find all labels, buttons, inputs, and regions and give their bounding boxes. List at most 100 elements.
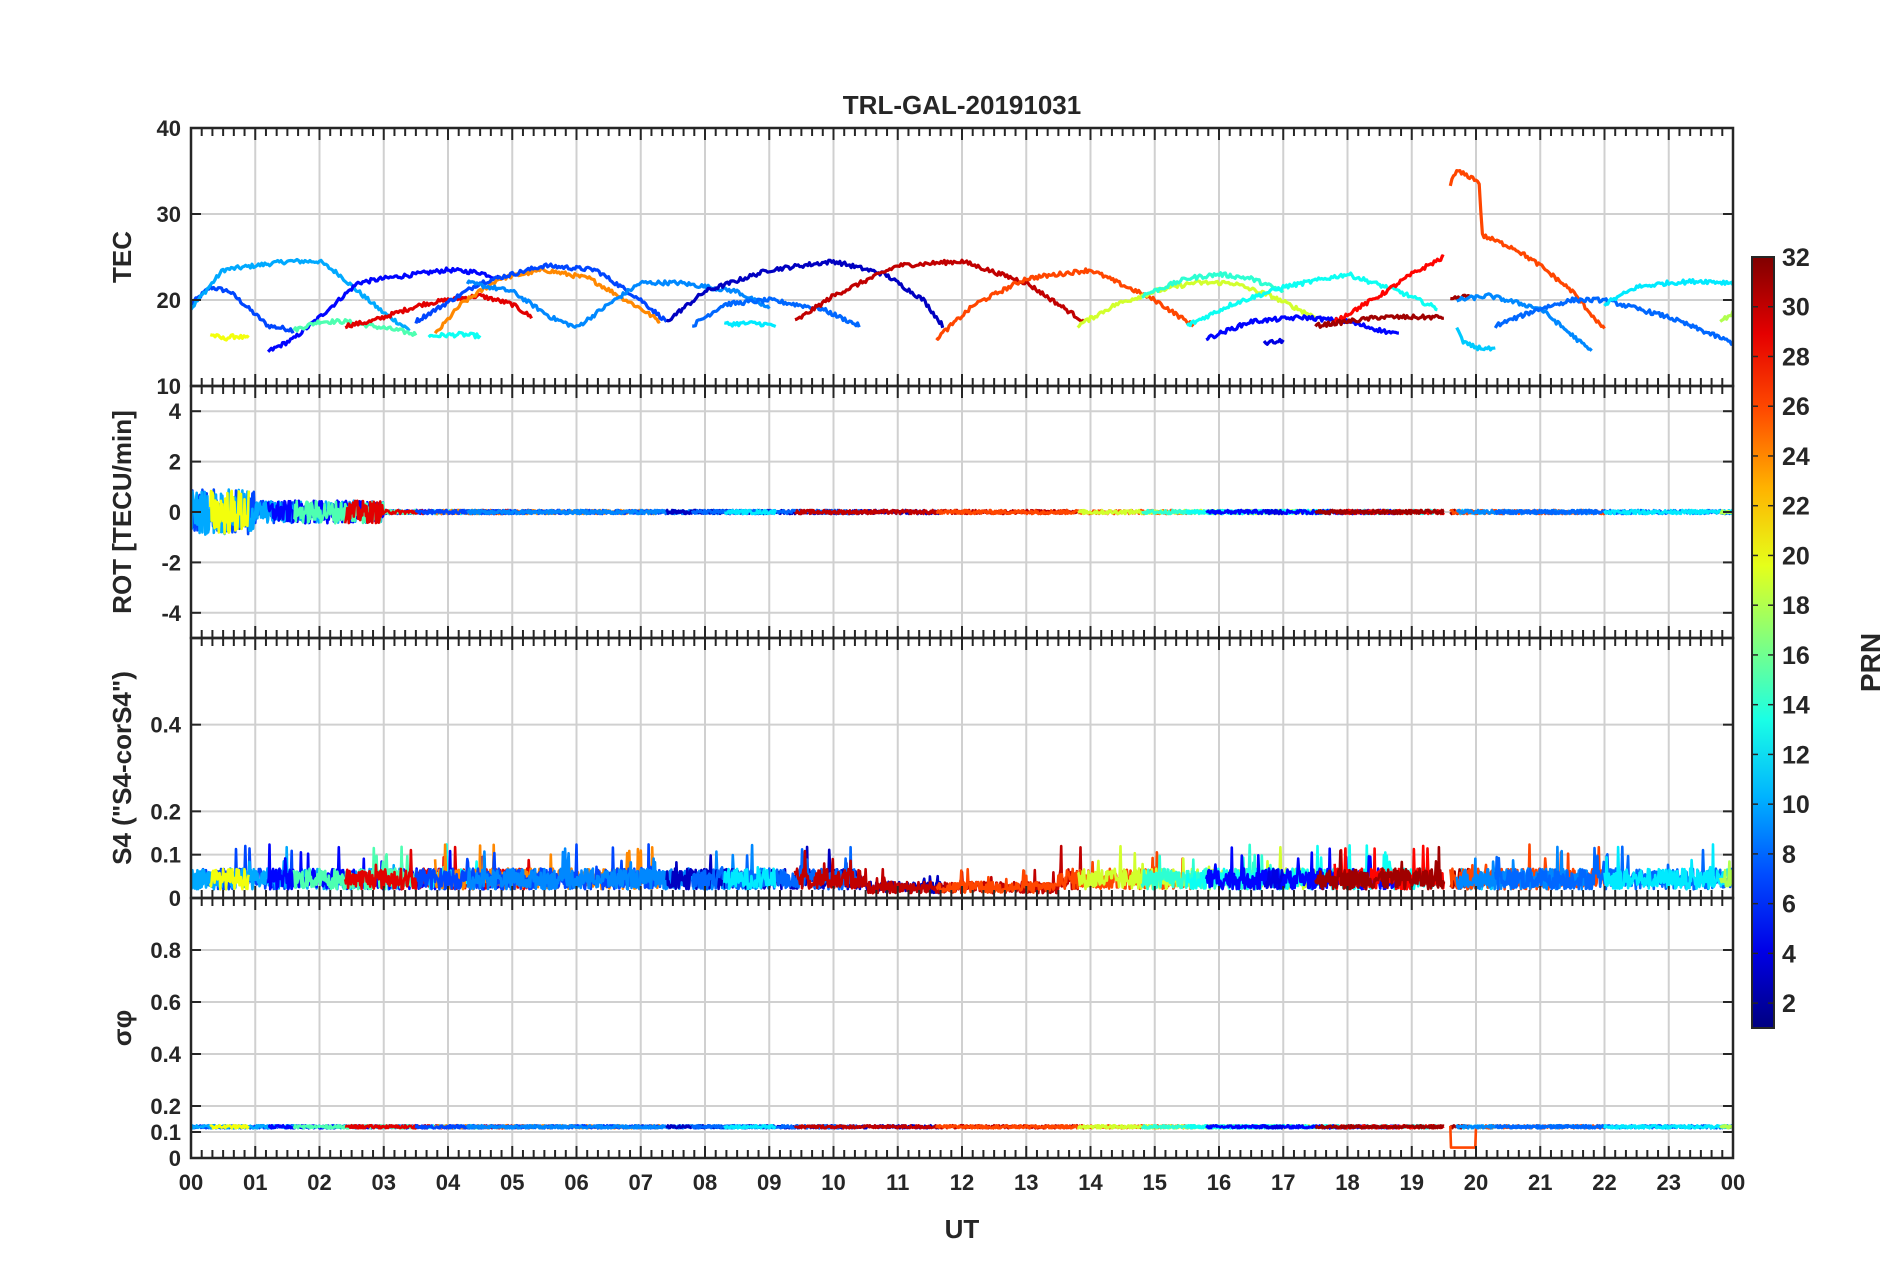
tick-label-x: 07 <box>629 1170 653 1195</box>
tick-label-x: 12 <box>950 1170 974 1195</box>
tick-label-x: 16 <box>1207 1170 1231 1195</box>
tec-series-prn-8 <box>692 296 861 328</box>
colorbar-tick-label: 24 <box>1782 443 1810 471</box>
panel-rot: -4 -2 0 2 4 ROT [TECU/min] <box>107 384 1735 640</box>
data-s4 <box>191 843 1733 895</box>
tec-series-prn-26 <box>935 267 1195 341</box>
tick-label-x: 00 <box>1721 1170 1745 1195</box>
tec-series-prn-30 <box>794 258 1086 323</box>
colorbar-tick-label: 32 <box>1782 244 1810 272</box>
sigma_phi-series-prn-4 <box>1263 1124 1285 1130</box>
ticks-s4 <box>190 638 1734 899</box>
tick-label-y: 0.6 <box>150 990 181 1015</box>
colorbar-gradient <box>1751 256 1775 1029</box>
tick-label-y: 0.1 <box>150 1120 181 1145</box>
colorbar-tick-label: 4 <box>1782 940 1796 968</box>
panel-s4: 0 0.1 0.2 0.4 S4 ("S4-corS4") <box>107 636 1735 911</box>
tec-series-prn-19 <box>1076 279 1316 329</box>
tick-label-y: 0 <box>169 1146 181 1171</box>
tec-series-prn-18 <box>1719 310 1733 323</box>
tec-series-prn-20 <box>209 333 250 342</box>
tick-label-x: 03 <box>372 1170 396 1195</box>
colorbar-tick-label: 20 <box>1782 542 1810 570</box>
chart-title: TRL-GAL-20191031 <box>843 90 1081 120</box>
tec-series-prn-14 <box>1141 271 1285 299</box>
tick-label-x: 14 <box>1078 1170 1103 1195</box>
x-axis-label: UT <box>945 1214 980 1244</box>
colorbar-tick-label: 10 <box>1782 791 1810 819</box>
tick-label-x: 06 <box>564 1170 588 1195</box>
sigma_phi-series-prn-12 <box>723 1124 777 1130</box>
colorbar-tick-label: 8 <box>1782 841 1796 869</box>
s4-series-prn-18 <box>1718 860 1733 888</box>
panel-tec: 10 20 30 40 TEC <box>107 116 1735 399</box>
rot-series-prn-12 <box>1603 508 1733 516</box>
colorbar-tick-label: 14 <box>1782 692 1810 720</box>
tick-label-x: 17 <box>1271 1170 1295 1195</box>
y-axis-label-s4: S4 ("S4-corS4") <box>107 671 137 865</box>
y-axis-label-sigma_phi: σφ <box>107 1010 137 1046</box>
tec-series-prn-10 <box>191 257 411 332</box>
panel-sigma_phi: 00.10.2 0.4 0.6 0.8 σφ 00 01 02 03 04 05 06 07 08 09 10… <box>107 896 1745 1195</box>
data-sigma_phi <box>191 1123 1733 1149</box>
tick-label-x: 02 <box>307 1170 331 1195</box>
ticks-sigma_phi <box>190 898 1734 1159</box>
y-axis-label-tec: TEC <box>107 231 137 283</box>
tick-label-x: 11 <box>886 1170 909 1195</box>
rot-series-prn-20 <box>209 489 251 535</box>
tick-label-x: 19 <box>1400 1170 1424 1195</box>
colorbar-tick-label: 12 <box>1782 741 1810 769</box>
rot-series-prn-12 <box>723 508 777 516</box>
sigma_phi-series-prn-18 <box>1719 1124 1733 1130</box>
tick-label-y: 0 <box>169 500 181 525</box>
ticks-tec <box>190 127 1734 387</box>
tick-label-y: 0.4 <box>150 713 181 738</box>
tec-series-prn-8 <box>1493 296 1733 346</box>
s4-series-prn-20 <box>209 867 251 891</box>
tec-series-prn-5 <box>1205 314 1399 342</box>
tick-label-x: 00 <box>179 1170 203 1195</box>
ticks-rot <box>190 386 1734 638</box>
tick-label-x: 23 <box>1657 1170 1681 1195</box>
tec-series-prn-24 <box>433 266 661 335</box>
tick-label-y: -4 <box>161 601 181 626</box>
tec-series-prn-12 <box>723 320 777 328</box>
tick-label-y: 0.1 <box>150 843 181 868</box>
colorbar-tick-label: 22 <box>1782 493 1810 521</box>
sigma_phi-series-prn-31 <box>1314 1124 1445 1130</box>
s4-series-prn-31 <box>1314 845 1446 891</box>
grid-tec <box>191 128 1733 386</box>
tick-label-y: 0.2 <box>150 799 181 824</box>
tick-label-x: 01 <box>243 1170 267 1195</box>
tick-label-x: 20 <box>1464 1170 1488 1195</box>
tick-label-x: 05 <box>500 1170 524 1195</box>
data-tec <box>191 169 1733 353</box>
rot-series-prn-4 <box>1263 508 1284 516</box>
tick-label-x: 09 <box>757 1170 781 1195</box>
s4-series-prn-12 <box>723 865 777 891</box>
tick-label-x: 18 <box>1335 1170 1359 1195</box>
tec-series-prn-31 <box>1314 313 1444 329</box>
tick-label-x: 21 <box>1528 1170 1552 1195</box>
data-rot <box>191 488 1733 536</box>
tec-series-prn-9 <box>1456 292 1593 352</box>
tec-series-prn-3 <box>666 258 945 329</box>
tick-label-y: 2 <box>169 450 181 475</box>
colorbar-tick-label: 26 <box>1782 393 1810 421</box>
grid-sigma_phi <box>191 898 1733 1158</box>
tec-series-prn-5 <box>266 266 501 353</box>
colorbar-tick-label: 16 <box>1782 642 1810 670</box>
tick-label-x: 13 <box>1014 1170 1038 1195</box>
tec-series-prn-13 <box>1185 271 1438 328</box>
tick-label-y: 20 <box>157 288 181 313</box>
tec-series-prn-13 <box>427 330 482 340</box>
colorbar-tick-label: 30 <box>1782 294 1810 322</box>
y-axis-label-rot: ROT [TECU/min] <box>107 410 137 614</box>
grid-s4 <box>191 638 1733 898</box>
tick-label-x: 15 <box>1143 1170 1167 1195</box>
tec-series-prn-29 <box>344 292 533 330</box>
s4-series-prn-4 <box>1263 867 1285 890</box>
tick-label-x: 22 <box>1592 1170 1616 1195</box>
